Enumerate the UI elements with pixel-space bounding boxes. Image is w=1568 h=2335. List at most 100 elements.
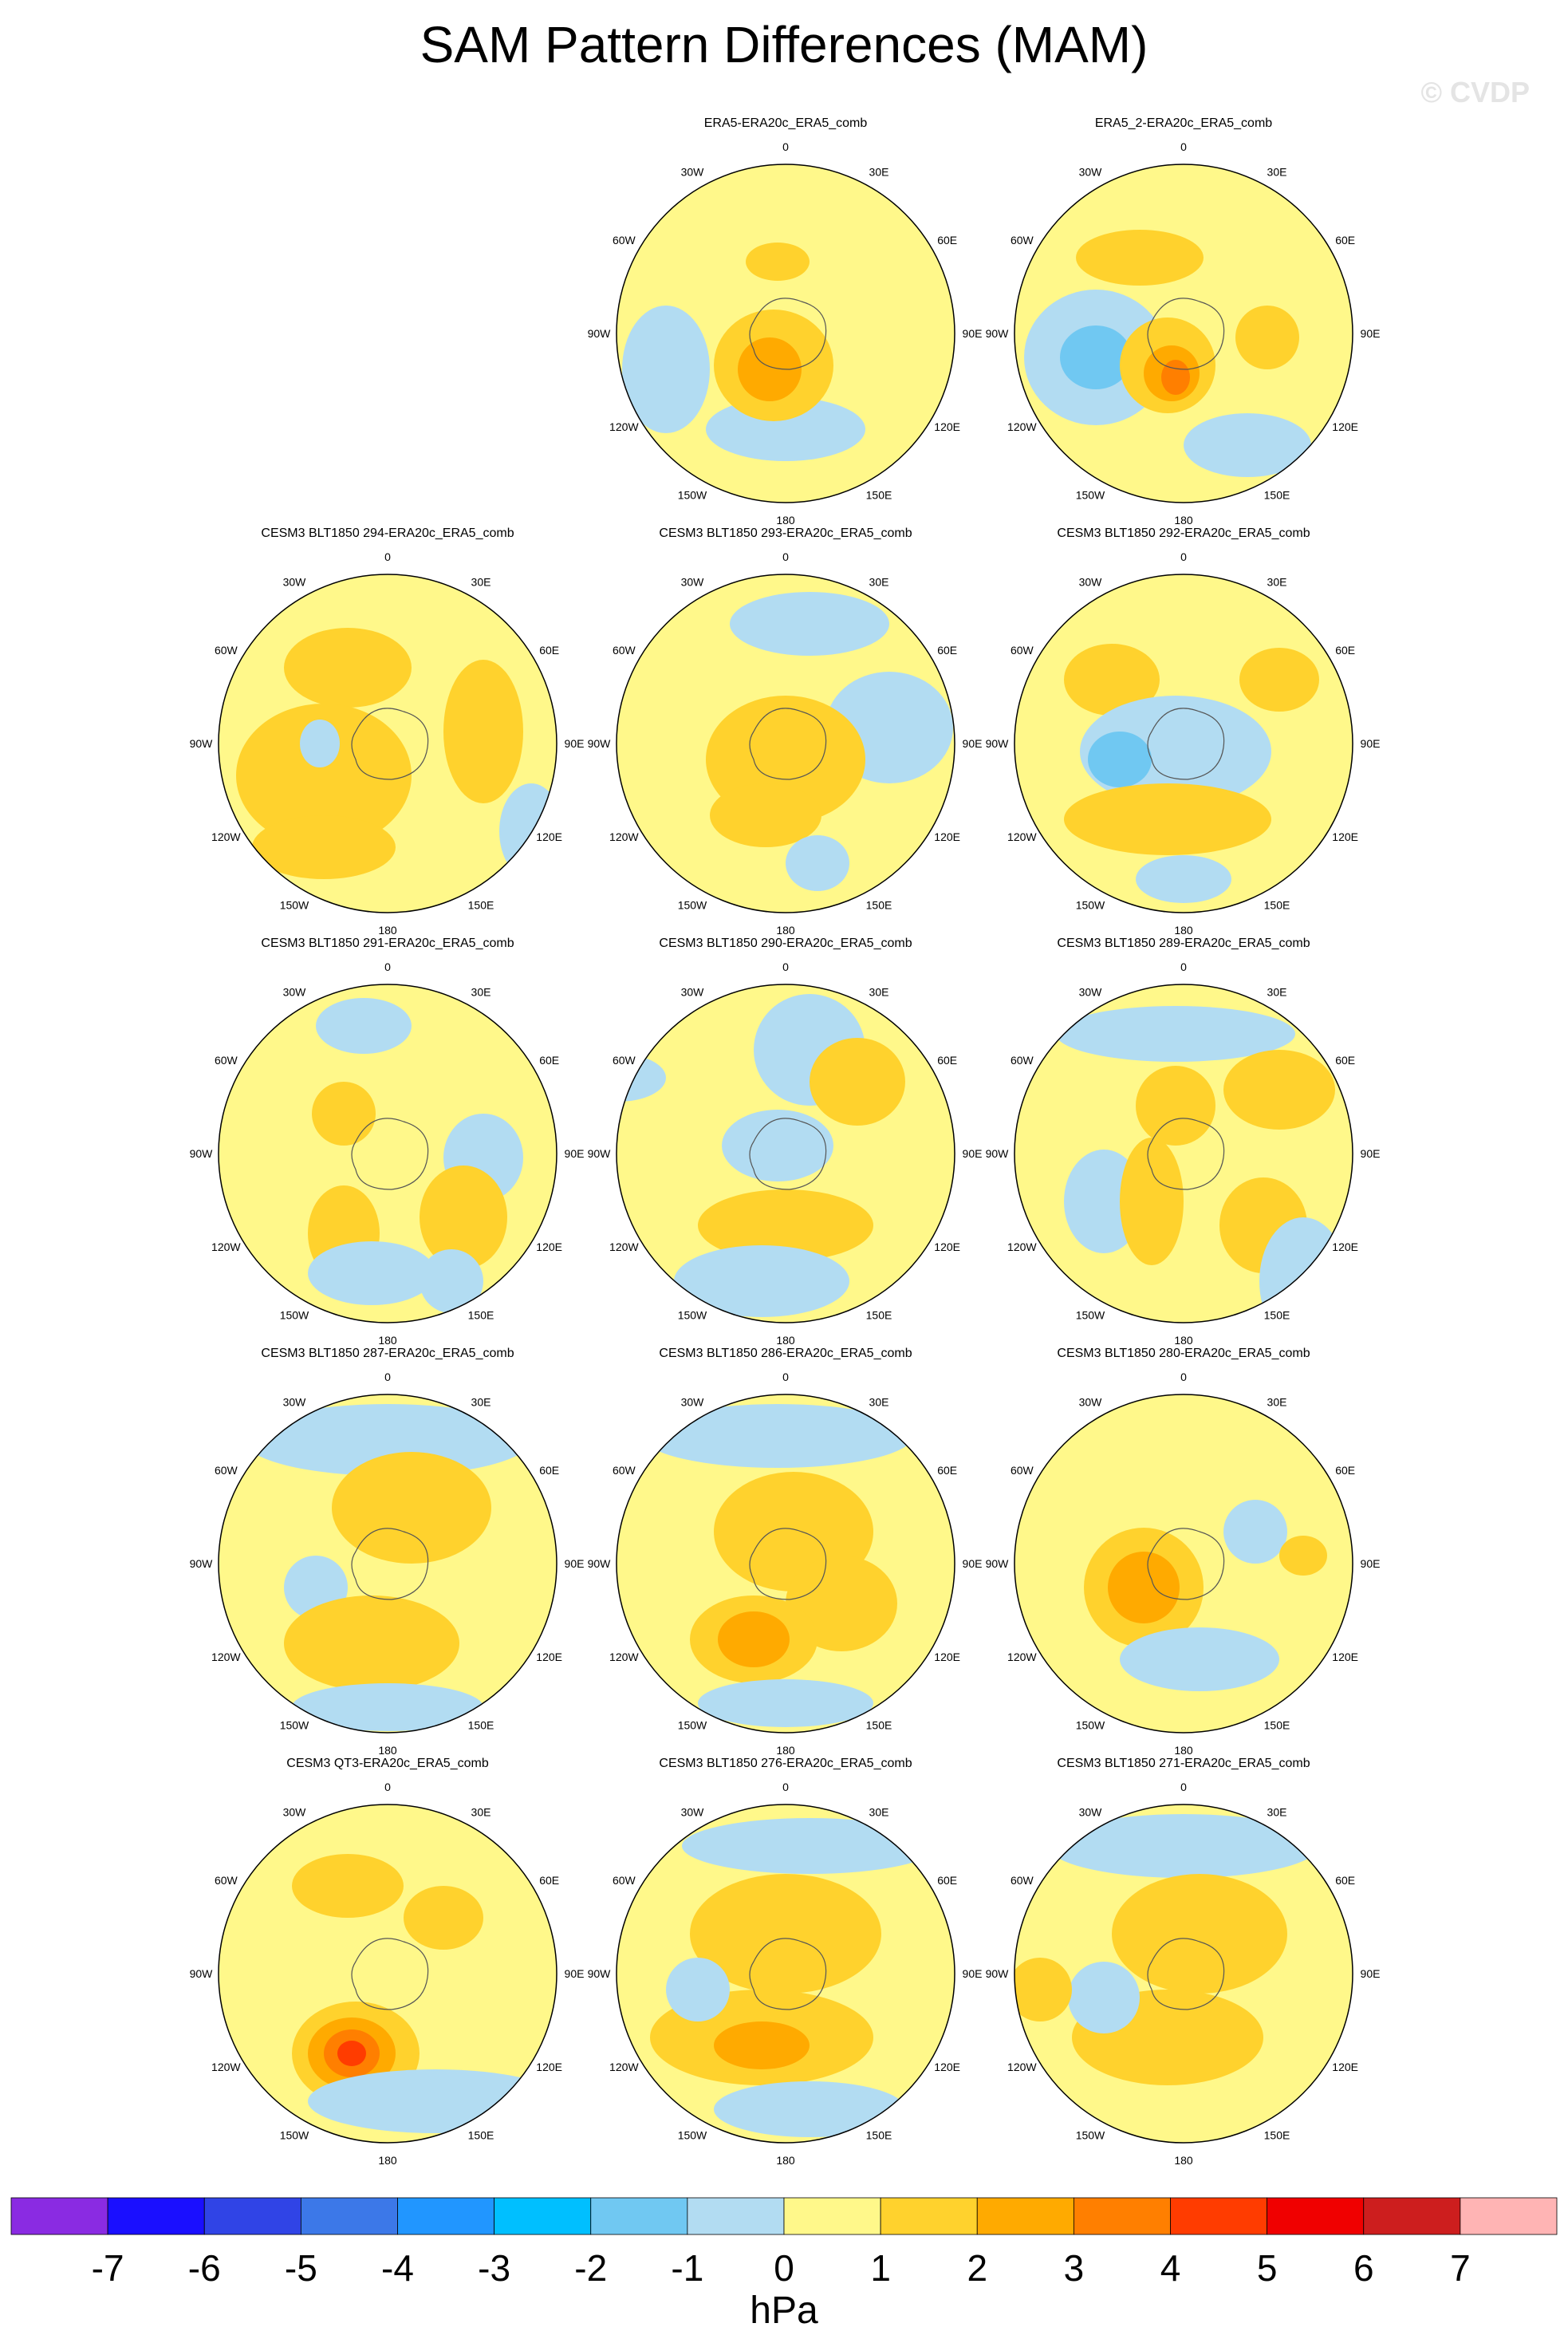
panel-title: CESM3 BLT1850 276-ERA20c_ERA5_comb — [659, 1757, 912, 1770]
colorbar-tick-label: 0 — [774, 2247, 794, 2289]
lon-label: 0 — [1180, 1371, 1187, 1383]
map-border — [1014, 164, 1353, 503]
anomaly-contour — [1048, 1814, 1319, 1878]
lon-label: 30W — [283, 1395, 307, 1408]
map-border — [1014, 1804, 1353, 2144]
lon-label: 30E — [471, 575, 491, 588]
lon-label: 60W — [1011, 1464, 1034, 1477]
lon-label: 0 — [384, 1781, 391, 1793]
anomaly-contour — [698, 1679, 873, 1727]
coastline — [749, 1118, 827, 1190]
colorbar-box — [1073, 2197, 1171, 2235]
lon-label: 30W — [681, 575, 705, 588]
lon-label: 180 — [378, 924, 397, 937]
lon-label: 150E — [468, 1719, 494, 1732]
lon-label: 90E — [565, 1967, 585, 1980]
figure-title: SAM Pattern Differences (MAM) — [420, 16, 1148, 73]
lon-label: 90W — [588, 1967, 612, 1980]
lon-label: 60W — [215, 1874, 238, 1887]
lon-label: 180 — [776, 1744, 795, 1757]
coastline — [1147, 1118, 1225, 1190]
anomaly-contour — [284, 628, 412, 708]
lon-label: 90E — [1361, 1557, 1381, 1570]
map-border — [1014, 574, 1353, 913]
lon-label: 120W — [211, 1651, 241, 1663]
map-panel: CESM3 BLT1850 291-ERA20c_ERA5_comb 0 30E 60… — [190, 937, 585, 1347]
lon-label: 120W — [1007, 1651, 1037, 1663]
lon-label: 90W — [986, 737, 1010, 750]
map-border — [616, 984, 955, 1323]
lon-label: 120E — [1332, 1651, 1358, 1663]
anomaly-contour — [690, 1874, 881, 1994]
lon-label: 30E — [869, 165, 889, 178]
anomaly-contour — [698, 1189, 873, 1261]
lon-label: 30W — [283, 1805, 307, 1818]
lon-label: 90W — [986, 1557, 1010, 1570]
colorbar-box — [107, 2197, 205, 2235]
panel-title: CESM3 BLT1850 291-ERA20c_ERA5_comb — [261, 937, 514, 950]
lon-label: 60E — [539, 644, 559, 657]
lon-label: 180 — [1174, 1334, 1193, 1347]
lon-label: 30E — [471, 985, 491, 998]
colorbar-tick-label: -1 — [671, 2247, 703, 2289]
lon-label: 60E — [1335, 644, 1355, 657]
lon-label: 120W — [609, 2061, 639, 2073]
colorbar-box — [397, 2197, 495, 2235]
coastline — [351, 1118, 429, 1190]
lon-label: 180 — [1174, 924, 1193, 937]
colorbar-tick-label: -4 — [381, 2247, 414, 2289]
lon-label: 90W — [190, 737, 214, 750]
map-border — [1014, 1394, 1353, 1734]
lon-label: 90E — [565, 1147, 585, 1160]
lon-label: 60E — [1335, 1874, 1355, 1887]
lon-label: 30W — [283, 575, 307, 588]
map-panel: CESM3 BLT1850 271-ERA20c_ERA5_comb 0 30E 60… — [986, 1757, 1381, 2167]
map-panel: ERA5-ERA20c_ERA5_comb 0 30E 60E 90E 120E 150E 1… — [588, 116, 983, 527]
map-border — [616, 574, 955, 913]
lon-label: 60E — [1335, 234, 1355, 247]
anomaly-contour — [1235, 306, 1299, 369]
anomaly-contour — [420, 1249, 483, 1313]
lon-label: 150E — [1264, 1309, 1290, 1322]
anomaly-contour — [1120, 1627, 1279, 1691]
anomaly-contour — [1161, 360, 1190, 395]
lon-label: 150W — [1076, 899, 1105, 912]
lon-label: 120E — [934, 1240, 960, 1253]
lon-label: 30E — [1267, 1805, 1287, 1818]
anomaly-contour — [420, 1166, 507, 1269]
anomaly-contour — [1014, 1958, 1072, 2021]
lon-label: 150E — [1264, 489, 1290, 502]
coastline — [351, 1528, 429, 1600]
lon-label: 150E — [468, 1309, 494, 1322]
lon-label: 150W — [280, 1719, 309, 1732]
lon-label: 90W — [986, 1147, 1010, 1160]
anomaly-contour — [1088, 732, 1152, 787]
lon-label: 180 — [378, 2154, 397, 2167]
anomaly-contour — [1112, 1874, 1287, 1994]
lon-label: 150E — [468, 2129, 494, 2142]
lon-label: 120E — [934, 420, 960, 433]
lon-label: 150W — [678, 489, 707, 502]
lon-label: 150W — [280, 899, 309, 912]
lon-label: 150W — [1076, 2129, 1105, 2142]
lon-label: 120E — [536, 830, 562, 843]
anomaly-contour — [1076, 230, 1204, 286]
anomaly-contour — [666, 1958, 730, 2021]
anomaly-contour — [1136, 855, 1231, 903]
map-panel: CESM3 QT3-ERA20c_ERA5_comb 0 30E 60E 90E 120E… — [190, 1757, 585, 2167]
lon-label: 90E — [963, 737, 983, 750]
anomaly-contour — [308, 2069, 557, 2133]
anomaly-contour — [308, 1241, 435, 1305]
anomaly-contour — [1064, 783, 1271, 855]
map-border — [218, 984, 557, 1323]
colorbar-box — [300, 2197, 398, 2235]
map-border — [616, 1804, 955, 2144]
anomaly-contour — [1108, 1552, 1180, 1623]
coastline — [351, 1938, 429, 2010]
lon-label: 180 — [1174, 514, 1193, 527]
anomaly-contour — [312, 1082, 376, 1146]
lon-label: 90W — [588, 737, 612, 750]
lon-label: 150E — [1264, 1719, 1290, 1732]
anomaly-contour — [682, 1818, 937, 1874]
